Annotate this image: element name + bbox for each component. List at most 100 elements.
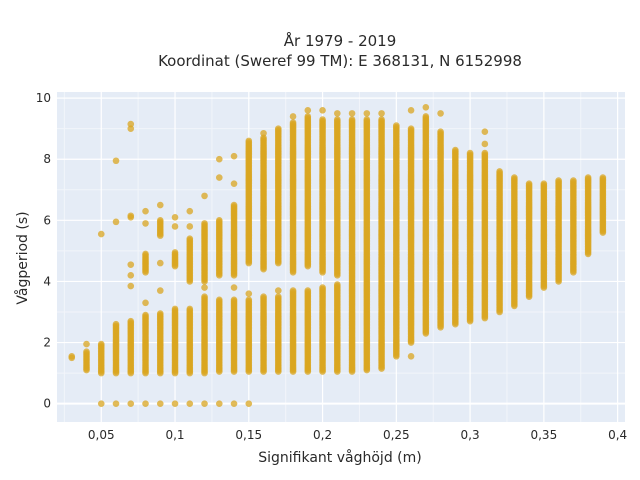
y-tick-label: 2 bbox=[43, 336, 51, 350]
data-point bbox=[481, 149, 489, 157]
data-point bbox=[186, 207, 194, 215]
data-point bbox=[422, 113, 430, 120]
data-point bbox=[68, 353, 76, 360]
data-point bbox=[201, 293, 208, 301]
chart-title-line-2: Koordinat (Sweref 99 TM): E 368131, N 61… bbox=[158, 52, 522, 70]
data-point bbox=[584, 174, 592, 181]
data-point bbox=[127, 282, 135, 290]
x-tick-label: 0,25 bbox=[383, 428, 410, 442]
x-tick-label: 0,1 bbox=[165, 428, 184, 442]
data-point bbox=[599, 174, 607, 181]
data-point bbox=[334, 110, 341, 117]
data-point bbox=[230, 201, 238, 209]
data-point bbox=[171, 400, 179, 407]
x-tick-label: 0,4 bbox=[608, 428, 627, 442]
data-point bbox=[230, 400, 238, 407]
x-tick-label: 0,35 bbox=[530, 428, 557, 442]
data-point bbox=[201, 192, 208, 200]
data-point bbox=[230, 152, 238, 160]
data-point bbox=[171, 305, 179, 313]
data-point bbox=[555, 177, 562, 184]
data-point bbox=[215, 174, 223, 181]
y-axis-title: Vågperiod (s) bbox=[14, 211, 31, 304]
data-point bbox=[142, 207, 149, 215]
data-point bbox=[363, 110, 371, 117]
data-point bbox=[304, 113, 312, 120]
x-tick-label: 0,2 bbox=[313, 428, 332, 442]
data-point bbox=[142, 250, 149, 258]
y-tick-label: 8 bbox=[43, 152, 51, 166]
data-point bbox=[260, 129, 267, 137]
data-point bbox=[171, 213, 179, 221]
x-axis-title: Signifikant våghöjd (m) bbox=[258, 449, 421, 466]
data-point bbox=[304, 107, 312, 114]
data-point bbox=[156, 310, 164, 317]
data-point bbox=[201, 284, 208, 291]
data-point bbox=[363, 116, 371, 123]
data-point bbox=[142, 299, 149, 307]
data-point bbox=[274, 293, 282, 301]
data-point bbox=[496, 168, 503, 175]
y-tick-label: 10 bbox=[36, 91, 51, 105]
data-point bbox=[112, 320, 120, 328]
data-point bbox=[245, 290, 253, 297]
data-point bbox=[112, 157, 120, 165]
data-point bbox=[142, 311, 149, 319]
data-point bbox=[186, 223, 194, 230]
data-point bbox=[378, 116, 385, 123]
data-point bbox=[319, 116, 326, 123]
data-point bbox=[540, 180, 548, 187]
data-point bbox=[481, 140, 489, 148]
data-point bbox=[245, 137, 253, 145]
data-point bbox=[452, 146, 459, 154]
data-point bbox=[215, 400, 223, 407]
data-point bbox=[466, 149, 474, 157]
data-point bbox=[481, 128, 489, 136]
data-point bbox=[127, 125, 135, 132]
data-point bbox=[156, 217, 164, 224]
x-tick-labels: 0,05 0,1 0,15 0,2 0,25 0,3 0,35 0,4 bbox=[88, 428, 627, 442]
data-point bbox=[260, 293, 267, 301]
data-point bbox=[289, 287, 297, 294]
data-point bbox=[393, 122, 400, 129]
data-point bbox=[289, 119, 297, 126]
data-point bbox=[83, 340, 90, 348]
data-point bbox=[201, 220, 208, 227]
chart-title: År 1979 - 2019 Koordinat (Sweref 99 TM):… bbox=[158, 31, 522, 70]
data-point bbox=[215, 217, 223, 224]
data-point bbox=[127, 317, 135, 325]
data-point bbox=[186, 305, 194, 313]
data-points bbox=[68, 103, 607, 407]
data-point bbox=[112, 400, 120, 407]
data-point bbox=[97, 230, 105, 238]
data-point bbox=[334, 281, 341, 288]
data-point bbox=[215, 296, 223, 304]
data-point bbox=[407, 107, 415, 114]
data-point bbox=[304, 287, 312, 294]
data-point bbox=[422, 103, 430, 111]
data-point bbox=[142, 400, 149, 407]
data-point bbox=[127, 261, 135, 268]
data-point bbox=[570, 177, 577, 184]
data-point bbox=[260, 134, 267, 142]
data-point bbox=[274, 287, 282, 294]
data-point bbox=[245, 296, 253, 304]
data-point bbox=[127, 272, 135, 279]
data-point bbox=[171, 249, 179, 256]
data-point bbox=[230, 284, 238, 291]
data-point bbox=[319, 284, 326, 291]
data-point bbox=[142, 220, 149, 227]
data-point bbox=[319, 107, 326, 114]
data-point bbox=[83, 348, 90, 356]
data-point bbox=[156, 201, 164, 209]
data-point bbox=[437, 110, 444, 117]
x-tick-label: 0,15 bbox=[235, 428, 262, 442]
data-point bbox=[348, 110, 356, 117]
data-point bbox=[378, 110, 385, 117]
data-point bbox=[112, 218, 120, 226]
y-tick-label: 4 bbox=[43, 274, 51, 288]
data-point bbox=[127, 120, 135, 128]
data-point bbox=[348, 116, 356, 123]
